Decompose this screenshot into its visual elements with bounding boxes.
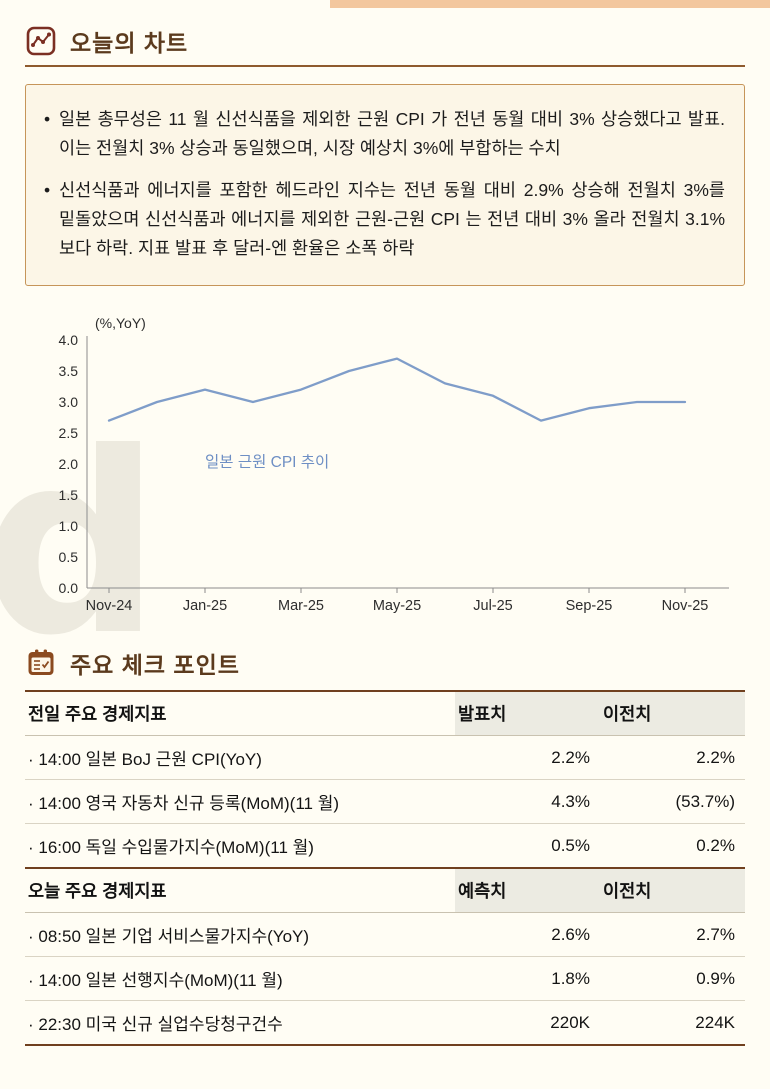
svg-text:1.0: 1.0 [59, 518, 79, 534]
column-header-previous: 이전치 [600, 867, 745, 914]
indicator-previous: (53.7%) [600, 779, 745, 825]
report-page: 오늘의 차트 일본 총무성은 11 월 신선식품을 제외한 근원 CPI 가 전… [0, 0, 770, 1046]
chart-section-header: 오늘의 차트 [25, 24, 745, 58]
indicator-label: · 08:50 일본 기업 서비스물가지수(YoY) [25, 912, 455, 958]
indicator-label: · 22:30 미국 신규 실업수당청구건수 [25, 1000, 455, 1046]
table-row: · 08:50 일본 기업 서비스물가지수(YoY) 2.6% 2.7% [25, 912, 745, 958]
indicator-label: · 16:00 독일 수입물가지수(MoM)(11 월) [25, 823, 455, 869]
table-group-header: 오늘 주요 경제지표 예측치 이전치 [25, 867, 745, 914]
indicator-value: 2.2% [455, 735, 600, 781]
svg-text:Jan-25: Jan-25 [183, 598, 227, 614]
indicator-value: 1.8% [455, 956, 600, 1002]
calendar-checklist-icon [25, 647, 57, 679]
svg-text:Jul-25: Jul-25 [473, 598, 513, 614]
table-group-header: 전일 주요 경제지표 발표치 이전치 [25, 690, 745, 737]
table-row: · 14:00 일본 선행지수(MoM)(11 월) 1.8% 0.9% [25, 956, 745, 1002]
indicator-previous: 224K [600, 1000, 745, 1046]
line-chart-icon [25, 25, 57, 57]
indicator-previous: 0.9% [600, 956, 745, 1002]
cpi-line-chart: 0.0 0.5 1.0 1.5 2.0 2.5 3.0 3.5 4.0 Nov-24 Jan-25 M… [25, 312, 745, 624]
svg-text:Sep-25: Sep-25 [566, 598, 613, 614]
column-header-forecast: 예측치 [455, 867, 600, 914]
svg-text:2.0: 2.0 [59, 456, 79, 472]
svg-text:2.5: 2.5 [59, 425, 79, 441]
svg-text:May-25: May-25 [373, 598, 421, 614]
indicator-label: · 14:00 일본 선행지수(MoM)(11 월) [25, 956, 455, 1002]
group-header-label: 오늘 주요 경제지표 [25, 867, 455, 914]
section-divider [25, 65, 745, 67]
column-header-announced: 발표치 [455, 690, 600, 737]
group-header-label: 전일 주요 경제지표 [25, 690, 455, 737]
svg-text:0.0: 0.0 [59, 580, 79, 596]
chart-section-title: 오늘의 차트 [70, 30, 189, 56]
svg-text:4.0: 4.0 [59, 332, 79, 348]
checkpoints-section-header: 주요 체크 포인트 [25, 646, 745, 680]
economic-indicators-table: 전일 주요 경제지표 발표치 이전치 · 14:00 일본 BoJ 근원 CPI… [25, 690, 745, 1047]
indicator-label: · 14:00 일본 BoJ 근원 CPI(YoY) [25, 735, 455, 781]
table-row: · 14:00 영국 자동차 신규 등록(MoM)(11 월) 4.3% (53… [25, 779, 745, 825]
decorative-top-strip [330, 0, 770, 8]
indicator-previous: 0.2% [600, 823, 745, 869]
table-row: · 16:00 독일 수입물가지수(MoM)(11 월) 0.5% 0.2% [25, 823, 745, 869]
indicator-previous: 2.7% [600, 912, 745, 958]
indicator-value: 4.3% [455, 779, 600, 825]
summary-box: 일본 총무성은 11 월 신선식품을 제외한 근원 CPI 가 전년 동월 대비… [25, 84, 745, 287]
svg-text:1.5: 1.5 [59, 487, 79, 503]
chart-section: 오늘의 차트 일본 총무성은 11 월 신선식품을 제외한 근원 CPI 가 전… [25, 24, 745, 624]
indicator-value: 2.6% [455, 912, 600, 958]
summary-bullet: 신선식품과 에너지를 포함한 헤드라인 지수는 전년 동월 대비 2.9% 상승… [44, 176, 725, 263]
indicator-label: · 14:00 영국 자동차 신규 등록(MoM)(11 월) [25, 779, 455, 825]
svg-text:Nov-25: Nov-25 [662, 598, 709, 614]
svg-text:3.5: 3.5 [59, 363, 79, 379]
checkpoints-section-title: 주요 체크 포인트 [70, 652, 240, 679]
indicator-value: 0.5% [455, 823, 600, 869]
summary-bullet: 일본 총무성은 11 월 신선식품을 제외한 근원 CPI 가 전년 동월 대비… [44, 105, 725, 163]
svg-text:Nov-24: Nov-24 [86, 598, 133, 614]
checkpoints-section: 주요 체크 포인트 전일 주요 경제지표 발표치 이전치 · 14:00 일본 … [25, 646, 745, 1047]
column-header-previous: 이전치 [600, 690, 745, 737]
indicator-value: 220K [455, 1000, 600, 1046]
summary-list: 일본 총무성은 11 월 신선식품을 제외한 근원 CPI 가 전년 동월 대비… [44, 105, 725, 263]
svg-text:일본 근원 CPI 추이: 일본 근원 CPI 추이 [205, 453, 329, 471]
svg-text:Mar-25: Mar-25 [278, 598, 324, 614]
indicator-previous: 2.2% [600, 735, 745, 781]
table-row: · 14:00 일본 BoJ 근원 CPI(YoY) 2.2% 2.2% [25, 735, 745, 781]
table-row: · 22:30 미국 신규 실업수당청구건수 220K 224K [25, 1000, 745, 1046]
svg-text:0.5: 0.5 [59, 549, 79, 565]
svg-text:3.0: 3.0 [59, 394, 79, 410]
svg-text:(%,YoY): (%,YoY) [95, 315, 146, 331]
chart-canvas: 0.0 0.5 1.0 1.5 2.0 2.5 3.0 3.5 4.0 Nov-24 Jan-25 M… [59, 315, 729, 614]
